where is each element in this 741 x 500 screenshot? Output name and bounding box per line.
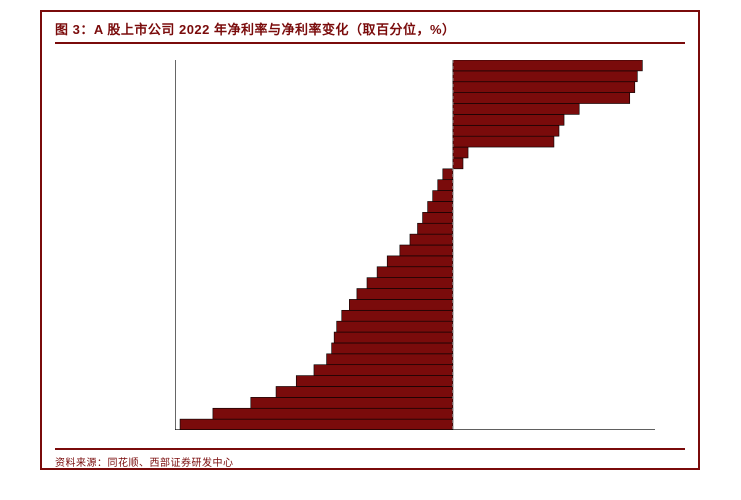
bar: [377, 267, 453, 278]
bar: [453, 147, 468, 158]
bar: [314, 365, 453, 376]
chart-svg: [175, 60, 655, 430]
bar: [453, 158, 463, 169]
bar: [453, 114, 564, 125]
bar: [342, 310, 453, 321]
chart-plot: [175, 60, 655, 430]
bar: [433, 191, 453, 202]
bar: [438, 180, 453, 191]
bar: [423, 212, 453, 223]
bar: [180, 419, 453, 430]
bar: [276, 386, 453, 397]
bar: [357, 289, 453, 300]
bar: [453, 125, 559, 136]
bar: [453, 93, 630, 104]
bar: [296, 376, 453, 387]
title-underline: [55, 42, 685, 44]
bar: [334, 332, 453, 343]
bar: [327, 354, 453, 365]
footer-line: [55, 448, 685, 450]
bar: [410, 234, 453, 245]
bar: [453, 82, 635, 93]
bar: [400, 245, 453, 256]
bar: [213, 408, 453, 419]
bar: [453, 60, 642, 71]
bar: [332, 343, 453, 354]
source-label: 资料来源：同花顺、西部证券研发中心: [55, 454, 234, 469]
bar: [367, 278, 453, 289]
bar: [418, 223, 453, 234]
bar: [428, 201, 453, 212]
bar: [443, 169, 453, 180]
bar: [453, 104, 579, 115]
chart-title: 图 3：A 股上市公司 2022 年净利率与净利率变化（取百分位，%）: [55, 22, 685, 38]
bar: [453, 71, 637, 82]
title-block: 图 3：A 股上市公司 2022 年净利率与净利率变化（取百分位，%）: [55, 22, 685, 44]
bar: [337, 321, 453, 332]
bar: [453, 136, 554, 147]
bar: [387, 256, 453, 267]
bar: [251, 397, 453, 408]
bar: [349, 299, 453, 310]
